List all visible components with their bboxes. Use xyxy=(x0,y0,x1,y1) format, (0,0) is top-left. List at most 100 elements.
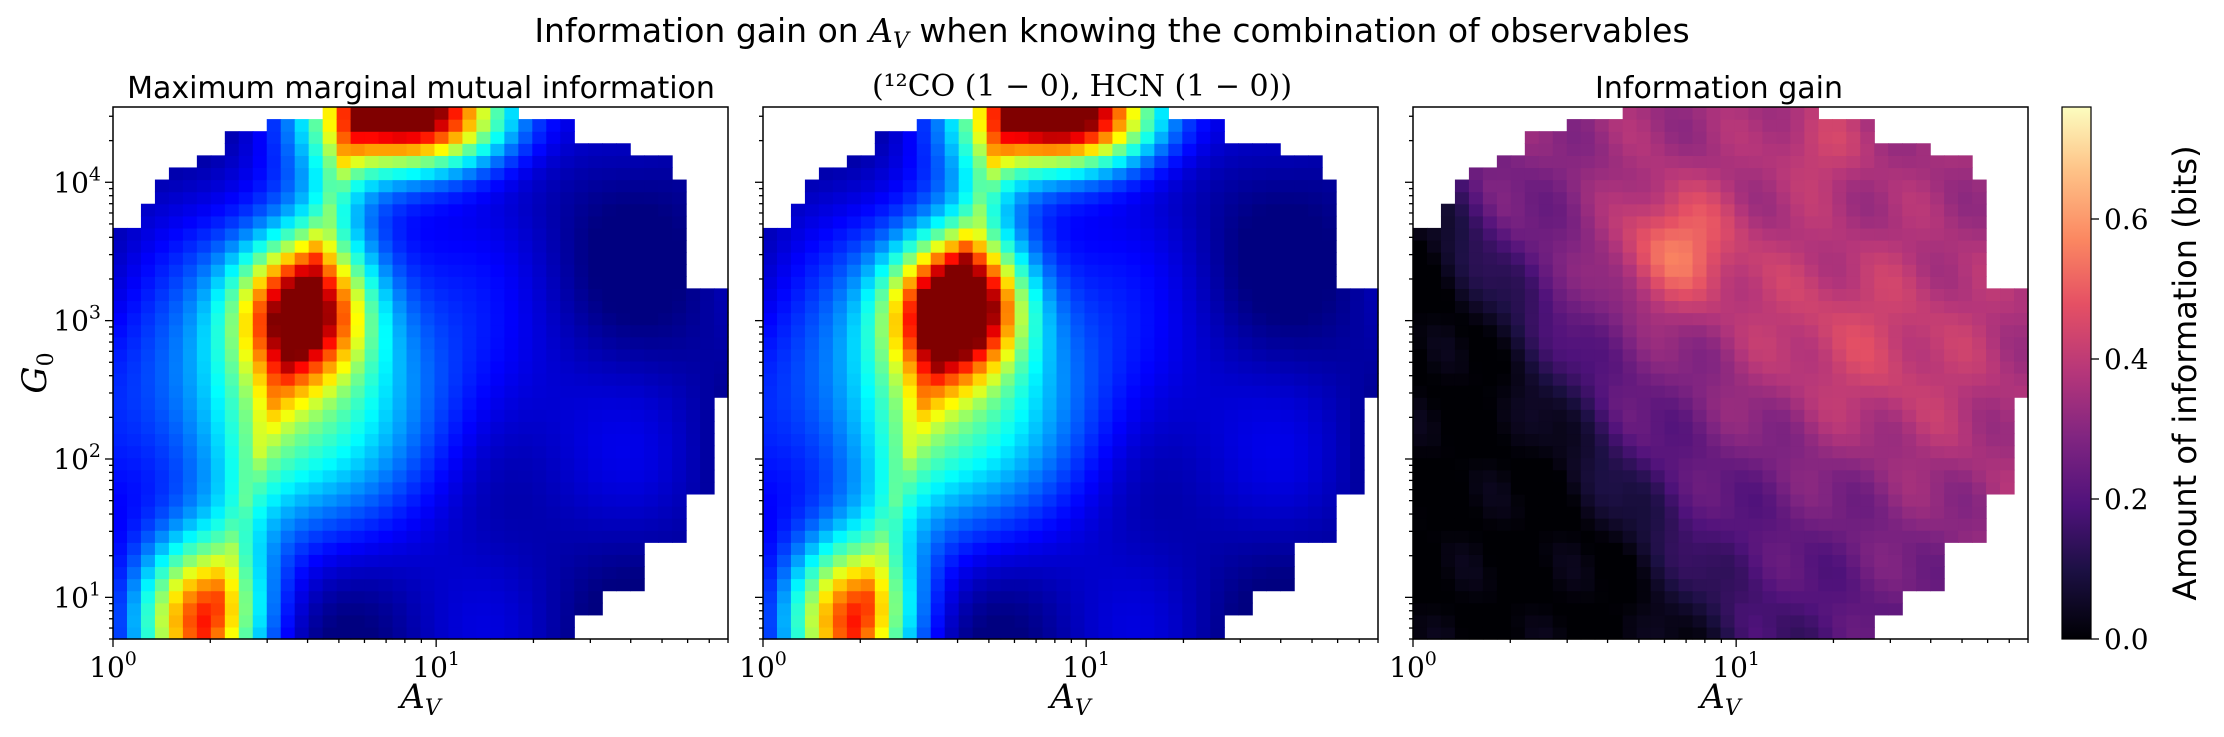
heatmap-cell xyxy=(518,191,533,205)
heatmap-cell xyxy=(588,276,603,289)
heatmap-cell xyxy=(686,433,701,447)
heatmap-cell xyxy=(210,481,226,495)
heatmap-cell xyxy=(406,469,422,483)
heatmap-cell xyxy=(1706,203,1722,217)
heatmap-cell xyxy=(462,179,478,193)
heatmap-cell xyxy=(392,554,408,568)
heatmap-cell xyxy=(916,469,932,483)
heatmap-cell xyxy=(1364,288,1379,302)
heatmap-cell xyxy=(462,155,478,169)
heatmap-cell xyxy=(504,348,519,362)
heatmap-cell xyxy=(1454,385,1470,398)
heatmap-cell xyxy=(266,506,282,519)
heatmap-cell xyxy=(1000,566,1016,580)
heatmap-cell xyxy=(1748,288,1764,302)
heatmap-cell xyxy=(1874,276,1889,289)
heatmap-cell xyxy=(804,397,820,410)
heatmap-cell xyxy=(1028,227,1044,241)
heatmap-cell xyxy=(1140,493,1155,507)
heatmap-cell xyxy=(196,179,212,193)
heatmap-cell xyxy=(1454,518,1470,531)
heatmap-cell xyxy=(1608,348,1624,362)
heatmap-cell xyxy=(1790,276,1805,289)
heatmap-cell xyxy=(1748,469,1764,483)
heatmap-cell xyxy=(392,360,408,374)
heatmap-cell xyxy=(1776,131,1791,144)
heatmap-cell xyxy=(1734,554,1750,568)
heatmap-cell xyxy=(1252,264,1267,277)
heatmap-cell xyxy=(1042,324,1058,338)
heatmap-cell xyxy=(1112,167,1128,181)
heatmap-cell xyxy=(140,493,156,507)
heatmap-cell xyxy=(1888,445,1903,459)
heatmap-cell xyxy=(113,288,128,302)
heatmap-cell xyxy=(1426,240,1442,253)
heatmap-cell xyxy=(832,203,848,217)
heatmap-cell xyxy=(168,578,184,592)
heatmap-cell xyxy=(1566,409,1582,422)
heatmap-cell xyxy=(1112,227,1128,241)
heatmap-cell xyxy=(1210,373,1225,386)
heatmap-cell xyxy=(930,324,946,338)
heatmap-cell xyxy=(1028,385,1044,398)
heatmap-cell xyxy=(350,312,366,326)
heatmap-cell xyxy=(308,518,324,531)
heatmap-cell xyxy=(644,433,659,447)
heatmap-cell xyxy=(504,252,519,265)
heatmap-cell xyxy=(1846,143,1861,156)
heatmap-cell xyxy=(238,542,254,555)
heatmap-cell xyxy=(574,385,589,398)
heatmap-cell xyxy=(1084,590,1100,604)
heatmap-cell xyxy=(1014,518,1030,531)
heatmap-cell xyxy=(1762,360,1778,374)
heatmap-cell xyxy=(1622,542,1638,555)
heatmap-cell xyxy=(1678,300,1694,314)
heatmap-cell xyxy=(1832,493,1847,507)
heatmap-cell xyxy=(434,348,450,362)
heatmap-cell xyxy=(1112,288,1128,302)
heatmap-cell xyxy=(420,457,436,471)
heatmap-cell xyxy=(1168,167,1183,181)
heatmap-cell xyxy=(958,252,974,265)
heatmap-cell xyxy=(378,264,394,277)
heatmap-cell xyxy=(1322,373,1337,386)
heatmap-cell xyxy=(182,481,198,495)
heatmap-cell xyxy=(588,348,603,362)
heatmap-cell xyxy=(1762,179,1778,193)
heatmap-cell xyxy=(1126,506,1141,519)
heatmap-cell xyxy=(986,155,1002,169)
heatmap-cell xyxy=(1454,590,1470,604)
heatmap-cell xyxy=(986,530,1002,543)
heatmap-cell xyxy=(546,614,561,628)
heatmap-cell xyxy=(1734,155,1750,169)
heatmap-cell xyxy=(902,469,918,483)
heatmap-cell xyxy=(630,227,645,241)
heatmap-cell xyxy=(1440,336,1456,350)
heatmap-cell xyxy=(1308,324,1323,338)
heatmap-cell xyxy=(1776,179,1791,193)
heatmap-cell xyxy=(1678,373,1694,386)
heatmap-cell xyxy=(476,360,491,374)
heatmap-cell xyxy=(1510,360,1526,374)
heatmap-cell xyxy=(1140,566,1155,580)
heatmap-cell xyxy=(818,481,834,495)
heatmap-cell xyxy=(1818,530,1833,543)
heatmap-cell xyxy=(930,240,946,253)
heatmap-cell xyxy=(1720,602,1736,616)
heatmap-cell xyxy=(1482,493,1498,507)
heatmap-cell xyxy=(1413,626,1428,640)
heatmap-cell xyxy=(776,542,792,555)
heatmap-cell xyxy=(1238,312,1253,326)
heatmap-cell xyxy=(944,324,960,338)
heatmap-cell xyxy=(238,481,254,495)
heatmap-cell xyxy=(196,590,212,604)
heatmap-cell xyxy=(804,264,820,277)
heatmap-cell xyxy=(448,348,464,362)
heatmap-cell xyxy=(113,554,128,568)
heatmap-cell xyxy=(1482,566,1498,580)
heatmap-cell xyxy=(1000,373,1016,386)
heatmap-cell xyxy=(406,288,422,302)
heatmap-cell xyxy=(1266,215,1281,229)
heatmap-cell xyxy=(546,626,561,640)
heatmap-cell xyxy=(1678,493,1694,507)
